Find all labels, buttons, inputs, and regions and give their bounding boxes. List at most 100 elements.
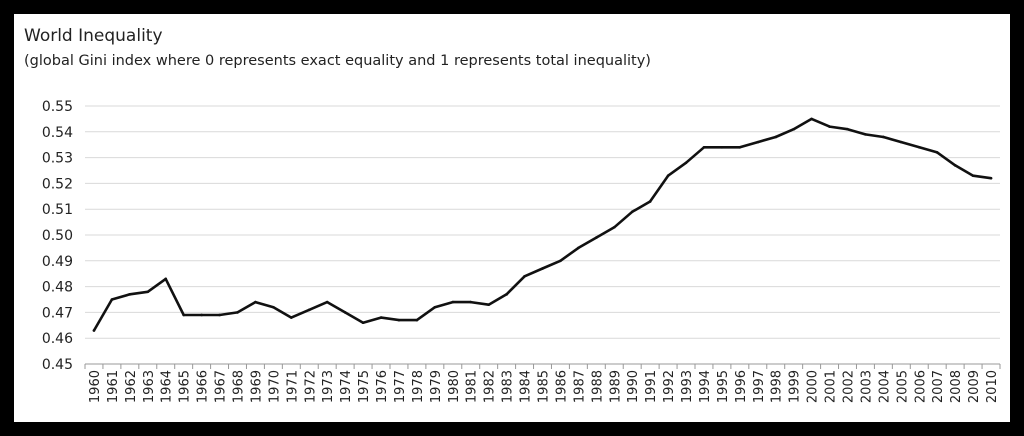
x-tick-label: 2007 — [931, 370, 946, 403]
x-tick-label: 2002 — [842, 370, 857, 403]
x-tick-label: 1963 — [142, 370, 157, 403]
data-point — [810, 117, 813, 121]
x-tick-label: 1972 — [303, 370, 318, 403]
x-tick-label: 1990 — [626, 370, 641, 403]
data-point — [882, 135, 885, 139]
x-tick-label: 1979 — [429, 370, 444, 403]
x-tick-label: 1965 — [178, 370, 193, 403]
data-point — [702, 145, 706, 149]
x-tick-label: 1998 — [770, 370, 785, 403]
y-tick-label: 0.51 — [42, 202, 73, 218]
x-tick-label: 2010 — [985, 370, 1000, 403]
data-point — [595, 236, 598, 239]
data-point — [433, 305, 437, 309]
data-point — [379, 316, 383, 319]
data-point — [900, 140, 903, 144]
data-point — [272, 305, 275, 309]
x-tick-label: 1986 — [554, 370, 569, 403]
data-point — [738, 145, 742, 149]
x-tick-label: 1968 — [232, 370, 247, 403]
x-tick-label: 1969 — [249, 370, 264, 403]
data-point — [487, 303, 490, 306]
x-tick-label: 1999 — [788, 370, 803, 403]
x-tick-label: 2005 — [895, 370, 910, 403]
data-point — [92, 329, 96, 332]
y-tick-label: 0.49 — [42, 254, 73, 270]
x-tick-label: 1961 — [106, 370, 121, 403]
data-point — [523, 274, 526, 278]
data-point — [917, 145, 921, 149]
data-point — [792, 127, 795, 131]
data-point — [828, 125, 831, 128]
data-point — [236, 311, 239, 314]
data-point — [774, 135, 778, 139]
data-point — [254, 300, 257, 304]
data-point — [307, 308, 311, 312]
data-point — [666, 174, 670, 177]
x-tick-label: 1993 — [680, 370, 695, 403]
x-tick-label: 1976 — [375, 370, 390, 403]
x-tick-label: 1966 — [196, 370, 211, 403]
data-point — [846, 127, 849, 131]
data-point — [182, 313, 185, 317]
data-point — [290, 316, 293, 319]
data-point — [200, 313, 203, 317]
data-point — [612, 225, 616, 229]
x-tick-label: 1977 — [393, 370, 408, 403]
x-tick-label: 2001 — [824, 370, 839, 403]
x-tick-label: 1967 — [214, 370, 229, 403]
x-tick-label: 2008 — [949, 370, 964, 403]
data-point — [361, 321, 365, 325]
x-tick-label: 1971 — [285, 370, 300, 403]
x-tick-label: 1974 — [339, 370, 354, 403]
x-tick-label: 2003 — [859, 370, 874, 403]
y-tick-label: 0.45 — [42, 357, 73, 373]
x-tick-label: 1992 — [662, 370, 677, 403]
x-tick-label: 1982 — [483, 370, 498, 403]
x-tick-label: 1996 — [734, 370, 749, 403]
x-tick-label: 1987 — [572, 370, 587, 403]
x-tick-label: 1995 — [716, 370, 731, 403]
chart-panel: World Inequality (global Gini index wher… — [14, 14, 1010, 422]
x-tick-label: 1964 — [160, 370, 175, 403]
chart-subtitle: (global Gini index where 0 represents ex… — [24, 53, 651, 69]
y-tick-label: 0.46 — [42, 331, 73, 347]
x-tick-label: 1984 — [519, 370, 534, 403]
x-tick-label: 2009 — [967, 370, 982, 403]
x-tick-label: 1991 — [644, 370, 659, 403]
data-point — [128, 293, 132, 296]
y-tick-label: 0.47 — [42, 305, 73, 321]
data-point — [989, 176, 993, 180]
y-tick-label: 0.52 — [42, 176, 73, 192]
data-point — [577, 246, 580, 250]
data-point — [397, 318, 401, 322]
x-tick-label: 1975 — [357, 370, 372, 403]
y-tick-label: 0.55 — [42, 99, 73, 115]
y-tick-label: 0.53 — [42, 151, 73, 167]
data-point — [451, 300, 455, 304]
data-point — [648, 200, 652, 203]
data-point — [864, 133, 867, 136]
series-line — [92, 117, 993, 332]
x-tick-label: 1997 — [752, 370, 767, 403]
data-point — [541, 267, 544, 270]
data-point — [469, 300, 473, 304]
data-point — [325, 300, 329, 304]
data-point — [630, 210, 634, 214]
x-tick-label: 2004 — [877, 370, 892, 403]
data-point — [218, 313, 221, 317]
x-tick-label: 1973 — [321, 370, 336, 403]
x-tick-label: 1962 — [124, 370, 139, 403]
data-point — [935, 151, 939, 154]
data-point — [505, 293, 508, 296]
x-tick-label: 1989 — [608, 370, 623, 403]
data-point — [110, 298, 114, 301]
data-point — [684, 161, 688, 165]
data-point — [164, 277, 168, 281]
x-tick-label: 2000 — [806, 370, 821, 403]
y-tick-label: 0.50 — [42, 228, 73, 244]
line-chart: 0.45 0.46 0.47 0.48 0.49 0.50 0.51 0.52 0.53 0.54… — [42, 99, 1001, 403]
x-tick-label: 1985 — [537, 370, 552, 403]
data-point — [720, 145, 724, 149]
